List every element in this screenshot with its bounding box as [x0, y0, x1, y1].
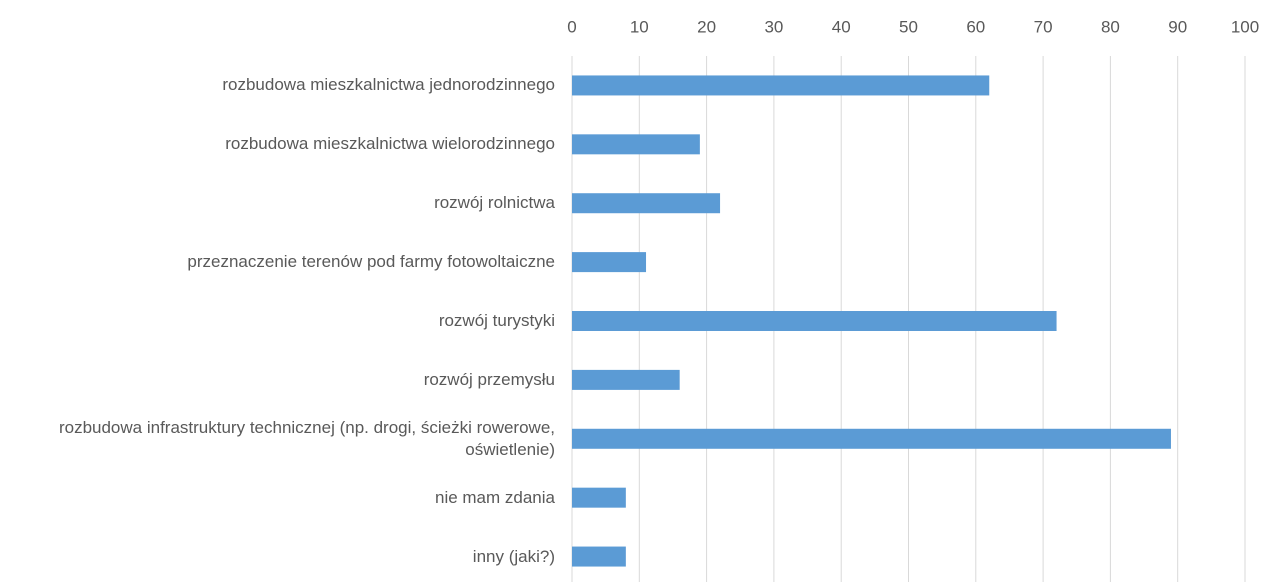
bar: [572, 75, 990, 96]
bar: [572, 311, 1057, 331]
x-tick-label: 20: [697, 17, 716, 36]
bar: [572, 546, 626, 567]
x-tick-label: 40: [832, 17, 851, 36]
bar: [572, 134, 700, 155]
x-tick-label: 100: [1231, 17, 1259, 36]
bar: [572, 252, 647, 273]
x-tick-label: 70: [1034, 17, 1053, 36]
category-label: rozbudowa mieszkalnictwa jednorodzinnego: [222, 75, 555, 95]
bar: [572, 487, 626, 508]
x-tick-label: 90: [1168, 17, 1187, 36]
category-label: rozwój rolnictwa: [434, 193, 555, 213]
x-tick-label: 80: [1101, 17, 1120, 36]
x-tick-label: 10: [630, 17, 649, 36]
category-label: rozwój turystyki: [438, 311, 555, 330]
category-label: inny (jaki?): [472, 546, 555, 566]
category-label: rozbudowa mieszkalnictwa wielorodzinnego: [225, 134, 555, 154]
x-tick-label: 30: [764, 17, 783, 36]
bar: [572, 428, 1171, 449]
x-tick-label: 50: [899, 17, 918, 36]
x-tick-label: 0: [567, 17, 576, 36]
category-label: rozwój przemysłu: [423, 369, 555, 389]
bar: [572, 193, 721, 214]
bar: [572, 369, 680, 390]
category-label: nie mam zdania: [434, 487, 555, 507]
category-label: przeznaczenie terenów pod farmy fotowolt…: [187, 252, 555, 272]
category-label: rozbudowa infrastruktury technicznej (np…: [58, 417, 555, 459]
x-tick-label: 60: [966, 17, 985, 36]
